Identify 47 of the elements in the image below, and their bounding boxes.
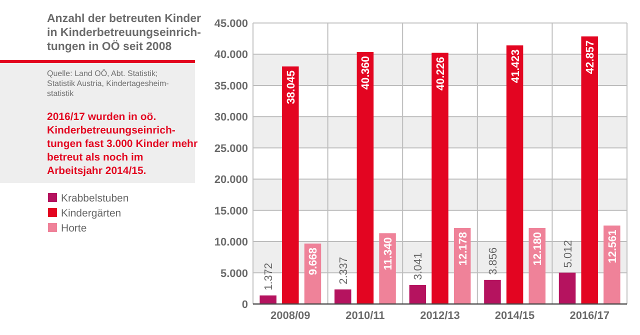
- data-label: 42.857: [584, 40, 597, 74]
- data-label: 40.226: [435, 56, 447, 90]
- y-tick-label: 35.000: [214, 80, 248, 92]
- bar: [334, 289, 352, 304]
- y-tick-label: 20.000: [214, 174, 248, 186]
- data-label: 40.360: [360, 56, 372, 90]
- data-label: 3.856: [487, 247, 500, 275]
- data-label: 11.340: [382, 237, 395, 270]
- data-label: 9.668: [308, 248, 320, 276]
- x-tick-label: 2010/11: [346, 310, 385, 322]
- source-note: Quelle: Land OÖ, Abt. Statistik; Statistik Austria, Kindertagesheim-statistik: [47, 69, 170, 98]
- text: 2016/17 wurden in oö. Kinderbetreuungseinrich-tungen fast 3.000 Kinder mehr betreut als noch im Arbeitsjahr 2014/15.: [47, 111, 198, 177]
- y-tick-label: 25.000: [214, 142, 248, 155]
- bar: [484, 280, 501, 304]
- bar: [506, 45, 524, 304]
- bar: [356, 52, 374, 304]
- data-label: 38.045: [285, 70, 298, 104]
- data-label: 41.423: [510, 49, 522, 83]
- x-tick-label: 2008/09: [270, 310, 310, 322]
- y-tick-label: 15.000: [214, 205, 248, 218]
- x-tick-label: 2012/13: [420, 310, 460, 322]
- data-label: 12.180: [532, 232, 544, 266]
- bar: [432, 52, 448, 304]
- y-tick-label: 45.000: [214, 18, 248, 30]
- bar: [581, 36, 598, 304]
- y-tick-label: 0: [242, 299, 248, 311]
- legend-label: Kindergärten: [61, 208, 122, 220]
- bar: [409, 285, 426, 304]
- bar: [604, 226, 620, 304]
- y-tick-label: 40.000: [214, 49, 248, 62]
- data-label: 1.372: [263, 262, 276, 290]
- x-tick-label: 2014/15: [494, 310, 535, 322]
- data-label: 5.012: [562, 240, 574, 268]
- legend-label: Krabbelstuben: [61, 192, 129, 204]
- bar: [558, 272, 576, 304]
- bar: [282, 66, 299, 304]
- data-label: 12.178: [457, 232, 470, 266]
- data-label: 2.337: [338, 256, 350, 284]
- data-label: 3.041: [412, 252, 425, 280]
- y-tick-label: 10.000: [214, 236, 248, 249]
- y-tick-label: 5.000: [220, 268, 248, 280]
- y-tick-label: 30.000: [214, 112, 248, 124]
- text: Anzahl der betreuten Kinder in Kinderbetreuungseinrich-tungen in OÖ seit 2008: [47, 13, 202, 53]
- x-tick-label: 2016/17: [570, 310, 610, 322]
- bar: [260, 295, 276, 304]
- legend-label: Horte: [61, 222, 87, 234]
- data-label: 12.561: [606, 230, 619, 264]
